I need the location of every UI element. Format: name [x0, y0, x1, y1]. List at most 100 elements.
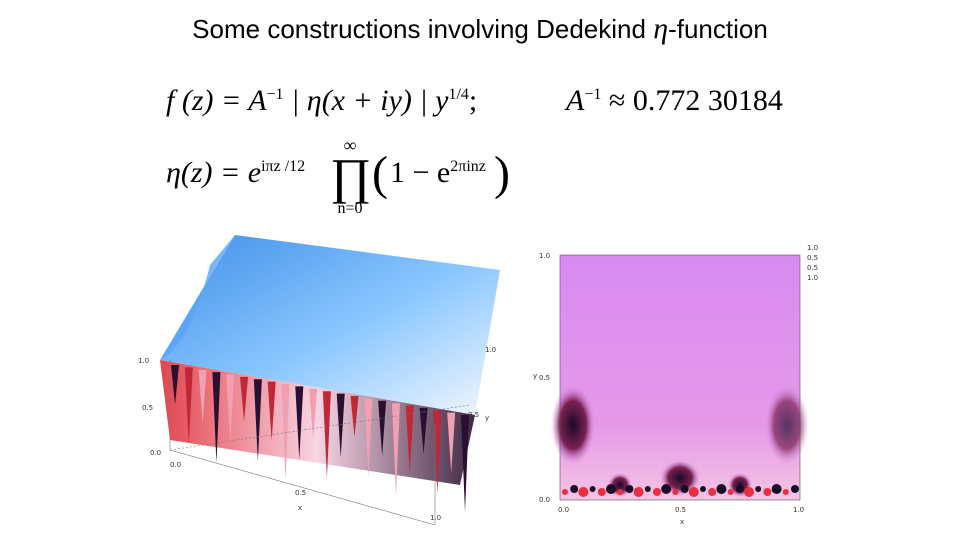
density-cusp — [708, 488, 717, 496]
surface-plot-3d: 1.0 0.5 0.0 0.0 0.5 1.0 x 0.5 1.0 y — [138, 235, 500, 525]
eta-term-exponent: 2πinz — [450, 158, 486, 175]
density-cusp — [562, 489, 568, 495]
y-axis-label: y — [485, 414, 489, 422]
surface-spike — [419, 407, 428, 454]
x-tick: 1.0 — [430, 514, 441, 522]
x-tick: 0.0 — [558, 506, 569, 514]
density-cusp — [680, 485, 689, 493]
surface-spike — [240, 376, 249, 422]
y-tick: 0.0 — [539, 496, 550, 504]
density-cusp — [763, 488, 772, 496]
surface-spike — [433, 410, 442, 494]
x-tick: 0.5 — [675, 506, 686, 514]
density-cusp — [578, 487, 589, 497]
density-cusp — [617, 489, 624, 495]
z-tick: 0.5 — [142, 404, 153, 412]
surface-spike — [336, 393, 345, 458]
density-cusp — [625, 485, 634, 493]
density-cusp — [672, 489, 679, 495]
surface-spike — [184, 367, 193, 445]
y-tick: 1.0 — [485, 346, 496, 354]
density-background — [560, 255, 800, 500]
eta-product-term: 1 − e2πinz — [390, 158, 486, 188]
x-axis-ticks: 0.0 0.5 1.0 x — [558, 506, 804, 526]
z-tick: 1.0 — [138, 357, 149, 365]
surface-spike — [378, 400, 387, 456]
eta-term: 1 − e — [390, 156, 451, 189]
legend-label: 1.0 — [807, 274, 818, 282]
density-cusp — [727, 489, 734, 495]
density-features — [551, 385, 809, 497]
density-cusp — [771, 484, 782, 494]
surface-spike — [461, 415, 469, 512]
density-cusp — [661, 484, 672, 494]
open-paren: ( — [372, 147, 388, 200]
surface-spike — [309, 388, 318, 439]
f-lhs: f (z) = A — [166, 84, 267, 117]
product-lower-limit: n=0 — [337, 200, 363, 217]
x-tick: 0.5 — [295, 489, 306, 497]
surface-spike — [350, 395, 359, 437]
slide-title: Some constructions involving Dedekind η-… — [0, 12, 960, 46]
product-symbol: ∞ ∏ n=0 — [330, 135, 372, 217]
x-tick: 0.0 — [170, 461, 181, 469]
surface-spike — [267, 381, 276, 441]
surface-spike — [447, 412, 456, 473]
surface-spike — [405, 405, 414, 475]
surface-spike — [212, 372, 221, 464]
density-cusp — [791, 485, 799, 493]
density-cusp — [653, 488, 661, 496]
x-axis-ticks: 0.0 0.5 1.0 x — [170, 461, 441, 522]
legend-label: 0.5 — [807, 254, 818, 262]
product-upper-limit: ∞ — [343, 135, 357, 155]
close-paren: ) — [494, 147, 510, 200]
density-cusp — [570, 485, 579, 493]
surface-spike — [198, 369, 207, 424]
legend-label: 0.5 — [807, 264, 818, 272]
density-cusps — [562, 484, 799, 497]
f-exponent-2: 1/4 — [448, 86, 469, 103]
f-end: ; — [468, 84, 478, 117]
density-plot-2d: 1.0 0.5 0.0 y 0.0 0.5 1.0 x 1.0 0.5 0.5 … — [533, 244, 818, 526]
z-axis-ticks: 1.0 0.5 0.0 — [138, 357, 161, 457]
x-axis-label: x — [680, 518, 684, 526]
surface-spike — [364, 398, 373, 477]
f-exponent: −1 — [266, 86, 284, 103]
formula-f: f (z) = A−1 | η(x + iy) | y1/4; — [166, 86, 477, 116]
density-cusp — [700, 486, 706, 492]
y-axis-ticks: 1.0 0.5 0.0 y — [533, 252, 550, 504]
title-suffix: -function — [668, 14, 768, 44]
x-axis-label: x — [298, 504, 302, 512]
eta-symbol: η — [653, 12, 669, 45]
const-rhs: ≈ 0.772 30184 — [601, 84, 783, 117]
formula-eta: η(z) = eiπz /12 — [166, 158, 305, 188]
surface-spike — [226, 374, 235, 443]
y-tick: 1.0 — [539, 252, 550, 260]
density-cusp — [633, 487, 644, 497]
surface-spike — [253, 379, 262, 462]
product-sign: ∏ — [330, 148, 372, 204]
const-exponent: −1 — [584, 86, 602, 103]
y-axis-label: y — [533, 372, 537, 380]
surface-spike — [322, 391, 331, 479]
density-cusp — [735, 485, 744, 493]
surface-spike — [281, 384, 290, 481]
eta-lhs: η(z) = e — [166, 156, 262, 189]
x-tick: 1.0 — [793, 506, 804, 514]
plot-frame — [559, 254, 801, 501]
density-cusp — [597, 488, 606, 496]
surface-spike — [391, 403, 400, 496]
y-tick: 0.5 — [468, 411, 479, 419]
density-cusp — [644, 486, 651, 492]
z-tick: 0.0 — [150, 449, 161, 457]
density-cusp — [782, 489, 789, 495]
surface-spike — [171, 365, 179, 405]
surface-spikes — [171, 365, 469, 512]
surface-top — [160, 235, 500, 415]
formula-constant: A−1 ≈ 0.772 30184 — [566, 86, 783, 116]
density-cusp — [716, 484, 727, 494]
density-cusp — [606, 484, 616, 494]
density-cusp — [688, 487, 699, 497]
const-lhs: A — [566, 84, 585, 117]
y-axis-ticks: 0.5 1.0 y — [468, 346, 496, 422]
